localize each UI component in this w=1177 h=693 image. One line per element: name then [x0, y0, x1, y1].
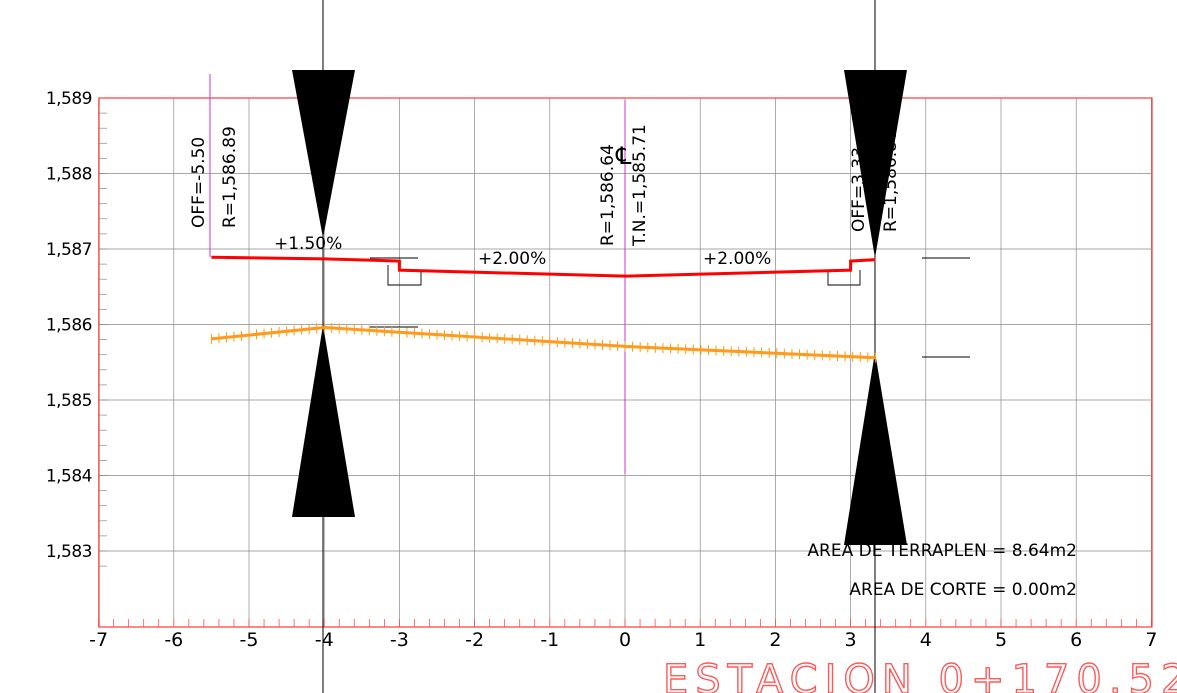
- y-tick-label: 1,587: [46, 240, 92, 260]
- x-tick-label: 6: [1070, 629, 1082, 651]
- x-tick-label: 7: [1145, 629, 1157, 651]
- x-tick-label: -2: [465, 629, 484, 651]
- left-lower-wedge: [292, 325, 355, 517]
- right-lower-wedge: [844, 352, 907, 545]
- center-rasante-label: R=1,586.64: [598, 144, 618, 246]
- left-offset-label: OFF=-5.50: [189, 137, 209, 228]
- x-tick-label: -6: [164, 629, 183, 651]
- y-tick-label: 1,589: [46, 89, 92, 109]
- left-upper-wedge: [292, 70, 355, 238]
- x-tick-label: 0: [619, 629, 631, 651]
- left-elevation-label: R=1,586.89: [220, 126, 240, 228]
- station-title: ESTACION 0+170.52: [663, 657, 1177, 693]
- terrain-line: [211, 326, 876, 360]
- x-tick-label: -4: [315, 629, 334, 651]
- slope-left-lane: +2.00%: [478, 249, 546, 269]
- rasante-line: [211, 255, 876, 278]
- x-axis-labels: -7 -6 -5 -4 -3 -2 -1 0 1 2 3 4 5 6 7: [89, 629, 1157, 651]
- curb-details: [370, 257, 970, 358]
- y-tick-label: 1,584: [46, 467, 92, 487]
- y-tick-label: 1,583: [46, 542, 92, 562]
- cut-area-label: AREA DE CORTE = 0.00m2: [849, 580, 1077, 600]
- x-tick-label: 1: [694, 629, 706, 651]
- slope-left-shoulder: +1.50%: [274, 234, 342, 254]
- right-offset-label: OFF=3.33: [849, 147, 869, 232]
- y-tick-label: 1,588: [46, 165, 92, 185]
- y-tick-label: 1,586: [46, 316, 92, 336]
- centerline-symbol: ℄: [615, 142, 632, 170]
- x-tick-label: -1: [540, 629, 559, 651]
- fill-area-label: AREA DE TERRAPLEN = 8.64m2: [807, 541, 1077, 561]
- y-axis-labels: 1,589 1,588 1,587 1,586 1,585 1,584 1,583: [46, 89, 93, 562]
- x-tick-label: 5: [995, 629, 1007, 651]
- x-tick-label: -3: [390, 629, 409, 651]
- x-tick-label: -7: [89, 629, 108, 651]
- x-tick-label: -5: [240, 629, 259, 651]
- right-elevation-label: R=1,586.86: [881, 130, 901, 232]
- x-tick-label: 2: [769, 629, 781, 651]
- plot-frame: [98, 97, 1153, 628]
- center-terrain-label: T.N.=1,585.71: [630, 124, 650, 247]
- x-tick-label: 3: [845, 629, 857, 651]
- y-tick-label: 1,585: [46, 391, 92, 411]
- right-upper-wedge: [844, 70, 907, 258]
- terrain-hatch: [210, 322, 876, 363]
- slope-right-lane: +2.00%: [703, 249, 771, 269]
- x-tick-label: 4: [920, 629, 932, 651]
